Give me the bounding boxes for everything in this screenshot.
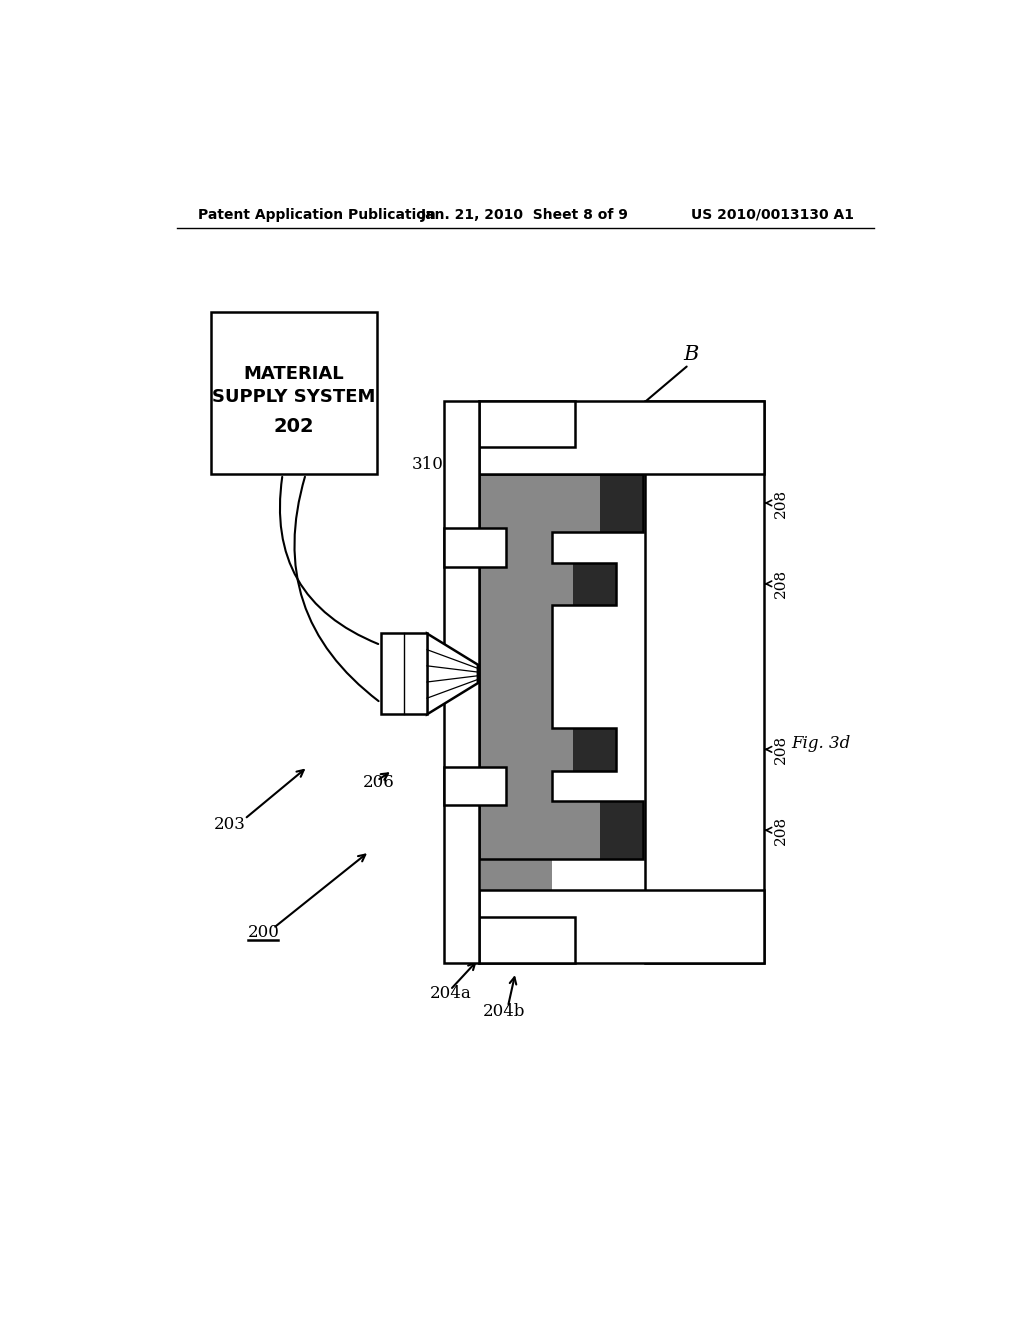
Bar bbox=[645, 401, 764, 964]
Bar bbox=[478, 474, 552, 913]
Bar bbox=[478, 401, 574, 447]
Text: 310a: 310a bbox=[412, 457, 454, 474]
Text: 208: 208 bbox=[773, 816, 787, 845]
Text: 202: 202 bbox=[273, 417, 314, 436]
Bar bbox=[444, 528, 506, 566]
Bar bbox=[478, 917, 574, 964]
Bar bbox=[478, 890, 764, 964]
Bar bbox=[573, 562, 615, 605]
Bar bbox=[211, 313, 377, 474]
Text: 203: 203 bbox=[214, 816, 246, 833]
Text: 208: 208 bbox=[773, 569, 787, 598]
Bar bbox=[573, 729, 615, 771]
Text: US 2010/0013130 A1: US 2010/0013130 A1 bbox=[691, 207, 854, 222]
Bar bbox=[552, 729, 615, 771]
Bar bbox=[552, 562, 615, 605]
Bar bbox=[478, 401, 764, 474]
Text: 200: 200 bbox=[248, 924, 280, 941]
Text: 208: 208 bbox=[773, 735, 787, 764]
Text: Fig. 3d: Fig. 3d bbox=[792, 735, 851, 752]
Polygon shape bbox=[427, 634, 478, 714]
Text: SUPPLY SYSTEM: SUPPLY SYSTEM bbox=[213, 388, 376, 407]
Bar bbox=[381, 634, 427, 714]
Text: Jan. 21, 2010  Sheet 8 of 9: Jan. 21, 2010 Sheet 8 of 9 bbox=[421, 207, 629, 222]
Text: Patent Application Publication: Patent Application Publication bbox=[199, 207, 436, 222]
Bar bbox=[444, 401, 478, 964]
Text: 208: 208 bbox=[773, 488, 787, 517]
Bar bbox=[552, 474, 643, 532]
Bar bbox=[552, 801, 643, 859]
Bar bbox=[600, 801, 643, 859]
Bar bbox=[600, 474, 643, 532]
Text: B: B bbox=[683, 346, 698, 364]
Bar bbox=[444, 767, 506, 805]
Text: MATERIAL: MATERIAL bbox=[244, 366, 344, 383]
Text: 204b: 204b bbox=[483, 1003, 525, 1020]
Text: 204a: 204a bbox=[429, 985, 471, 1002]
Text: 206: 206 bbox=[364, 774, 395, 791]
